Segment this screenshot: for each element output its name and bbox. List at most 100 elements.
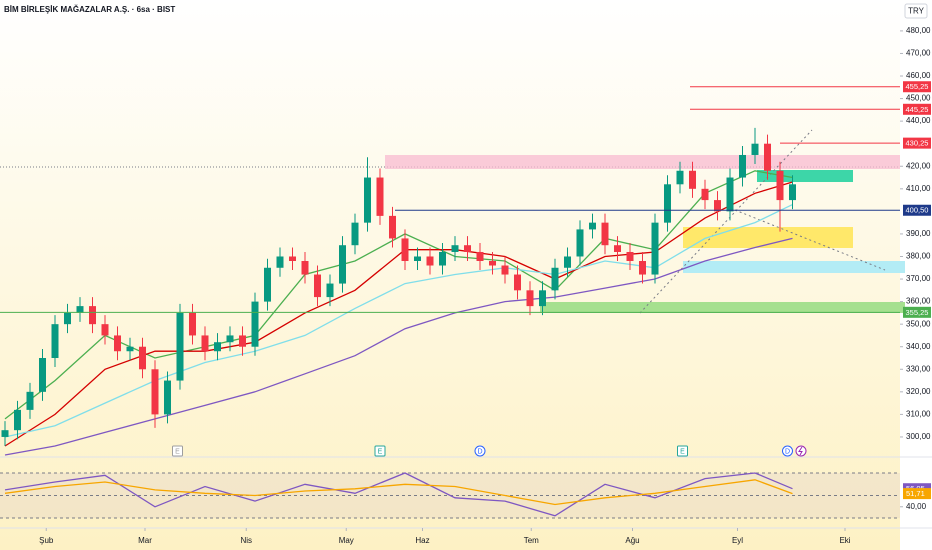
candle-body [426,256,434,266]
y-tick-label: 420,00 [906,161,931,170]
candle-body [251,301,259,347]
x-tick-label: May [339,536,354,545]
x-tick-label: Ağu [625,536,639,545]
candle-body [326,283,334,298]
event-marker [474,445,486,457]
moving-average [4,237,793,456]
candle-body [514,274,521,291]
candle-body [76,306,84,313]
candle-body [64,312,71,325]
candle-body [164,380,171,415]
y-tick-label: 440,00 [906,116,931,125]
zone-cyan [683,261,905,273]
price-badge-label: 430,25 [906,139,929,148]
currency-box [904,3,928,19]
price-badge [903,306,931,318]
candle-body [239,335,246,347]
y-tick-label: 320,00 [906,387,931,396]
zone-green-band [540,302,905,313]
zone-green-box [757,170,853,182]
x-tick-label: Eyl [732,536,743,545]
moving-average [4,204,793,438]
price-badge-label: 445,25 [906,105,929,114]
price-badge [903,103,931,115]
y-tick-label: 380,00 [906,252,931,261]
candle-body [139,346,146,370]
value-badge-label: 51,71 [906,489,925,498]
y-tick-label: 350,00 [906,319,931,328]
candle-body [764,143,771,171]
candle-body [214,342,221,352]
y-tick-label: 450,00 [906,94,931,103]
y-tick-label: 410,00 [906,184,931,193]
y-tick-label: 460,00 [906,71,931,80]
candle-body [351,222,359,246]
rsi-line [4,479,793,506]
candle-body [51,324,59,358]
candle-body [1,430,9,437]
price-badge-label: 355,25 [906,308,929,317]
y-tick-label: 470,00 [906,49,931,58]
price-badge [903,204,931,216]
event-marker [782,445,793,457]
candle-body [176,312,184,381]
candle-body [689,170,696,189]
candle-body [264,267,271,302]
candle-body [389,215,396,239]
event-label: E [175,448,180,455]
candle-body [39,357,46,392]
x-tick-label: Haz [415,536,429,545]
candle-body [339,245,346,284]
zone-pink [385,155,900,169]
candle-body [114,335,121,352]
trend-line [639,129,813,314]
candle-body [489,260,496,266]
x-tick-label: Nis [240,536,252,545]
candle-body [564,256,571,268]
y-tick-label: 300,00 [906,432,931,441]
y-tick-label: 310,00 [906,410,931,419]
candle-body [576,229,584,257]
candle-body [464,245,471,252]
price-badge-label: 455,25 [906,82,929,91]
candle-body [289,256,296,261]
candle-body [451,245,459,252]
candle-body [789,184,796,201]
candle-body [401,238,409,261]
y-tick-label: 340,00 [906,342,931,351]
currency: TRY [908,7,925,16]
candle-body [126,346,134,352]
candle-body [414,256,421,261]
candle-body [276,256,284,268]
candle-body [626,251,634,261]
y-tick-label: 330,00 [906,364,931,373]
candle-body [601,222,609,246]
candle-body [526,290,534,307]
candle-body [676,170,684,185]
candle-body [651,222,659,275]
candle-body [89,306,96,325]
candle-body [776,170,784,201]
candle-body [14,409,21,431]
candle-body [714,200,721,212]
x-tick-label: Eki [839,536,850,545]
y-tick-label: 40,00 [906,502,927,511]
event-label: D [785,448,790,455]
event-label: E [680,448,685,455]
candle-body [26,391,34,410]
event-marker [677,445,688,457]
candle-body [739,154,746,178]
chart-title: BİM BİRLEŞİK MAĞAZALAR A.Ş. · 6sa · BIST [4,5,175,14]
candle-body [301,260,309,275]
candle-body [201,335,209,352]
candle-body [189,312,196,336]
price-badge-label: 400,50 [906,206,929,215]
candle-body [364,177,371,223]
candle-body [501,265,509,275]
y-tick-label: 360,00 [906,297,931,306]
candle-body [726,177,734,212]
candle-body [151,369,159,415]
candle-body [226,335,234,343]
event-label: D [477,448,482,455]
